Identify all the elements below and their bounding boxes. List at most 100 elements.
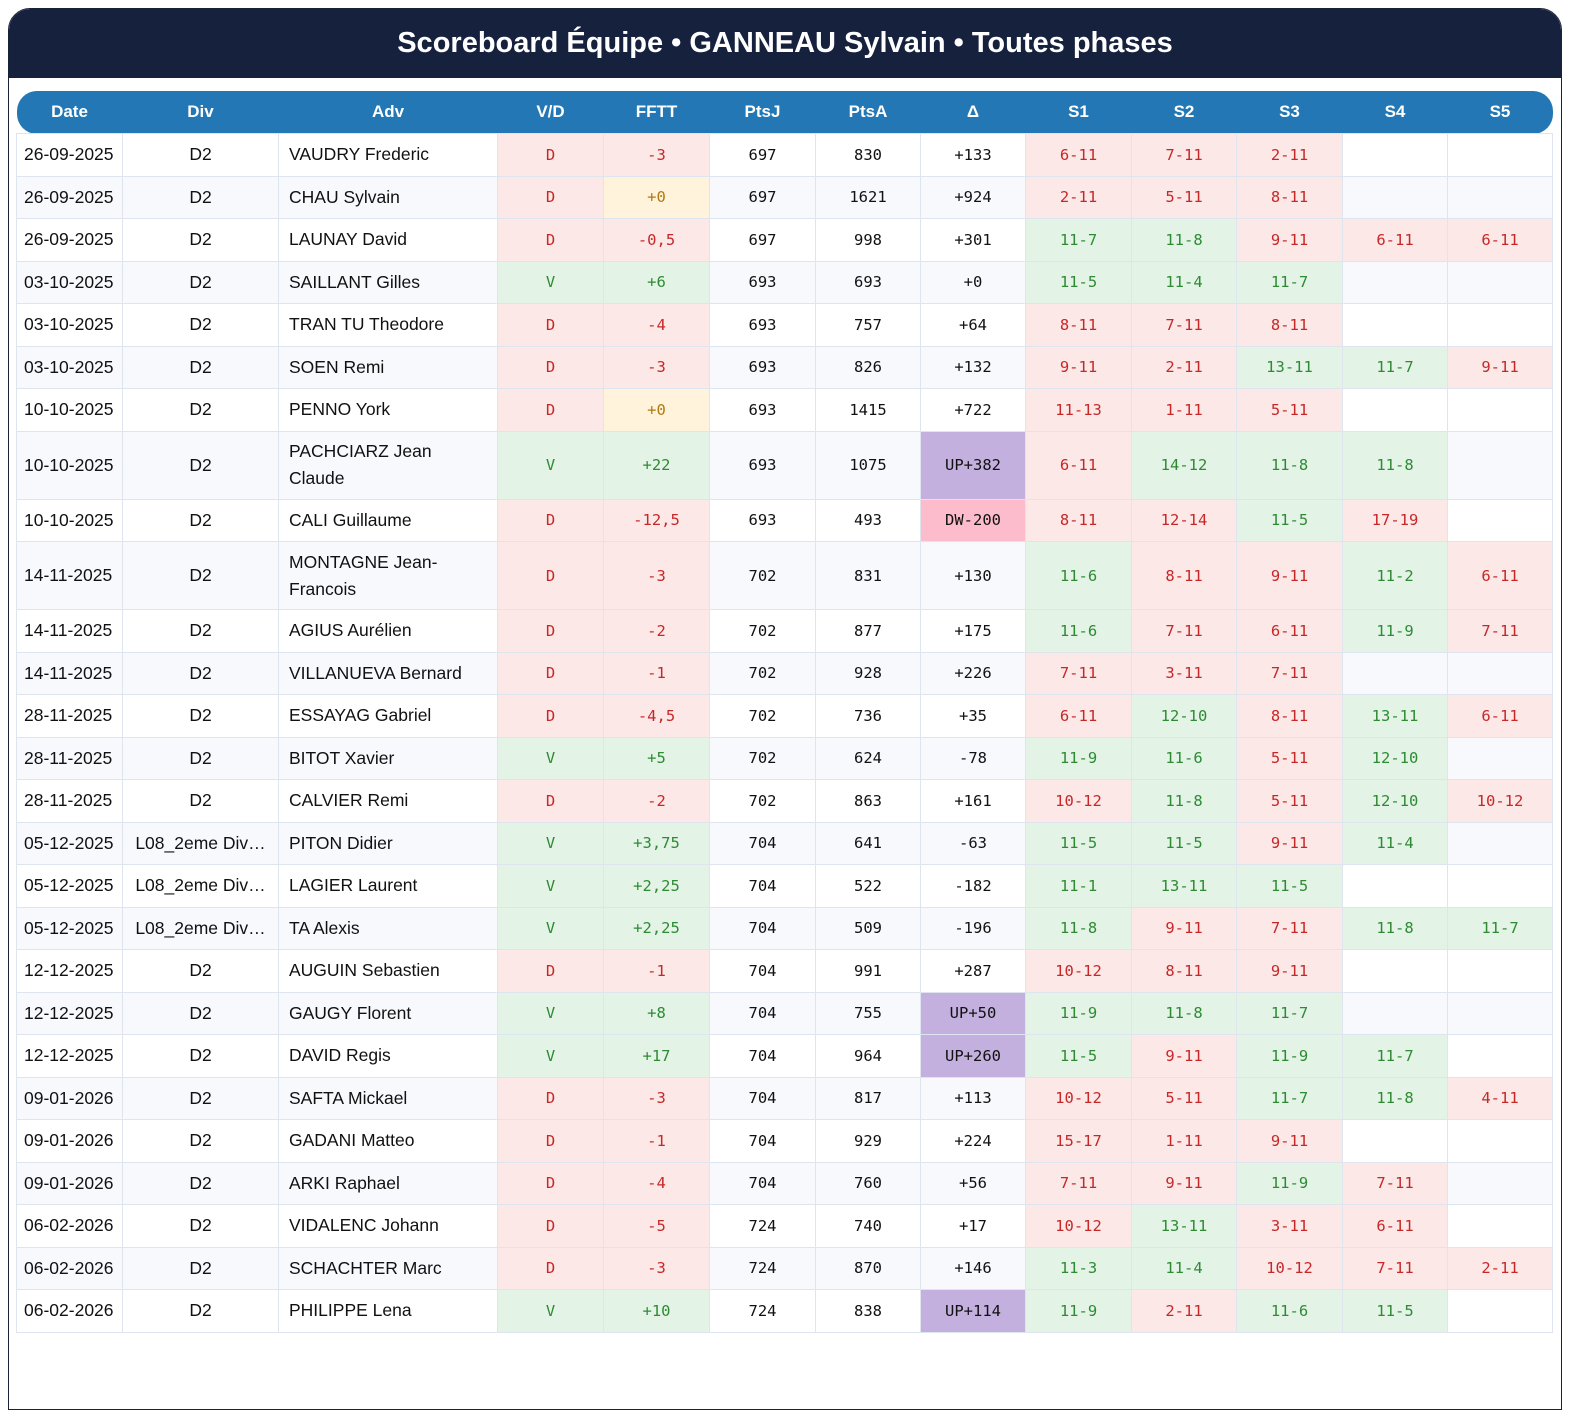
table-row[interactable]: 12-12-2025 D2 DAVID Regis V +17 704 964 UP+260 1… [16, 1034, 1553, 1078]
opponent-cell: BITOT Xavier [278, 736, 498, 780]
table-row[interactable]: 26-09-2025 D2 CHAU Sylvain D +0 697 1621 +924 2-… [16, 175, 1553, 219]
table-row[interactable]: 03-10-2025 D2 SOEN Remi D -3 693 826 +132 9-11 2-… [16, 345, 1553, 389]
column-header-10[interactable]: S3 [1236, 91, 1343, 134]
delta-cell: +224 [920, 1119, 1026, 1163]
set-4-cell: 11-7 [1342, 1034, 1448, 1078]
set-2-cell: 2-11 [1131, 1289, 1237, 1333]
set-3-cell: 6-11 [1236, 609, 1343, 653]
table-row[interactable]: 14-11-2025 D2 MONTAGNE Jean-Francois D -3 702… [16, 541, 1553, 610]
table-row[interactable]: 09-01-2026 D2 SAFTA Mickael D -3 704 817 +113 10… [16, 1076, 1553, 1120]
set-5-cell [1447, 498, 1553, 542]
column-header-2[interactable]: Adv [278, 91, 498, 134]
table-row[interactable]: 28-11-2025 D2 BITOT Xavier V +5 702 624 -78 11-9… [16, 736, 1553, 780]
table-row[interactable]: 10-10-2025 D2 PENNO York D +0 693 1415 +722 11-1… [16, 388, 1553, 432]
division-cell: D2 [122, 949, 279, 993]
opponent-cell: VIDALENC Johann [278, 1204, 498, 1248]
set-5-cell [1447, 1034, 1553, 1078]
division-cell: D2 [122, 133, 279, 177]
division-cell: D2 [122, 779, 279, 823]
set-2-cell: 9-11 [1131, 1034, 1237, 1078]
set-2-cell: 3-11 [1131, 651, 1237, 695]
delta-cell: +132 [920, 345, 1026, 389]
set-1-cell: 11-5 [1025, 821, 1132, 865]
set-5-cell [1447, 949, 1553, 993]
delta-cell: +287 [920, 949, 1026, 993]
table-row[interactable]: 26-09-2025 D2 LAUNAY David D -0,5 697 998 +301 1… [16, 218, 1553, 262]
table-row[interactable]: 14-11-2025 D2 VILLANUEVA Bernard D -1 702 928 +… [16, 651, 1553, 695]
date-cell: 06-02-2026 [16, 1246, 123, 1290]
opponent-points-cell: 509 [815, 906, 921, 950]
date-cell: 14-11-2025 [16, 541, 123, 610]
result-cell: D [497, 303, 604, 347]
column-header-7[interactable]: Δ [920, 91, 1026, 134]
opponent-points-cell: 1621 [815, 175, 921, 219]
column-header-1[interactable]: Div [122, 91, 279, 134]
opponent-cell: GAUGY Florent [278, 991, 498, 1035]
fftt-points-cell: -1 [603, 651, 710, 695]
table-row[interactable]: 05-12-2025 L08_2eme Div… TA Alexis V +2,25 70… [16, 906, 1553, 950]
set-5-cell: 6-11 [1447, 218, 1553, 262]
set-1-cell: 11-6 [1025, 609, 1132, 653]
scoreboard-table: Date Div Adv V/D FFTT PtsJ PtsA Δ S1 S2 S3 S4 S5 26-… [16, 91, 1553, 1333]
table-row[interactable]: 05-12-2025 L08_2eme Div… PITON Didier V +3,7… [16, 821, 1553, 865]
set-1-cell: 6-11 [1025, 694, 1132, 738]
set-4-cell: 11-8 [1342, 430, 1448, 500]
table-row[interactable]: 12-12-2025 D2 AUGUIN Sebastien D -1 704 991 +28… [16, 949, 1553, 993]
set-4-cell [1342, 175, 1448, 219]
column-header-3[interactable]: V/D [497, 91, 604, 134]
table-row[interactable]: 09-01-2026 D2 ARKI Raphael D -4 704 760 +56 7-11… [16, 1161, 1553, 1205]
set-4-cell: 6-11 [1342, 218, 1448, 262]
division-cell: D2 [122, 1289, 279, 1333]
table-row[interactable]: 03-10-2025 D2 TRAN TU Theodore D -4 693 757 +64… [16, 303, 1553, 347]
date-cell: 26-09-2025 [16, 218, 123, 262]
set-4-cell [1342, 388, 1448, 432]
opponent-cell: SAFTA Mickael [278, 1076, 498, 1120]
column-header-8[interactable]: S1 [1025, 91, 1132, 134]
column-header-6[interactable]: PtsA [815, 91, 921, 134]
column-header-4[interactable]: FFTT [603, 91, 710, 134]
set-3-cell: 9-11 [1236, 1119, 1343, 1163]
result-cell: D [497, 175, 604, 219]
table-row[interactable]: 10-10-2025 D2 PACHCIARZ Jean Claude V +22 693… [16, 430, 1553, 500]
delta-cell: +161 [920, 779, 1026, 823]
division-cell: D2 [122, 303, 279, 347]
table-row[interactable]: 28-11-2025 D2 CALVIER Remi D -2 702 863 +161 10-… [16, 779, 1553, 823]
set-3-cell: 5-11 [1236, 779, 1343, 823]
table-row[interactable]: 10-10-2025 D2 CALI Guillaume D -12,5 693 493 DW… [16, 498, 1553, 542]
result-cell: V [497, 991, 604, 1035]
table-row[interactable]: 14-11-2025 D2 AGIUS Aurélien D -2 702 877 +175 1… [16, 609, 1553, 653]
set-4-cell: 11-7 [1342, 345, 1448, 389]
delta-cell: -196 [920, 906, 1026, 950]
column-header-0[interactable]: Date [16, 91, 123, 134]
table-row[interactable]: 06-02-2026 D2 VIDALENC Johann D -5 724 740 +17 1… [16, 1204, 1553, 1248]
column-header-5[interactable]: PtsJ [709, 91, 816, 134]
table-row[interactable]: 06-02-2026 D2 PHILIPPE Lena V +10 724 838 UP+11… [16, 1289, 1553, 1333]
column-header-11[interactable]: S4 [1342, 91, 1448, 134]
table-row[interactable]: 03-10-2025 D2 SAILLANT Gilles V +6 693 693 +0 11… [16, 260, 1553, 304]
set-4-cell: 11-8 [1342, 1076, 1448, 1120]
date-cell: 06-02-2026 [16, 1204, 123, 1248]
player-points-cell: 697 [709, 218, 816, 262]
table-row[interactable]: 12-12-2025 D2 GAUGY Florent V +8 704 755 UP+50 1… [16, 991, 1553, 1035]
set-2-cell: 5-11 [1131, 175, 1237, 219]
player-points-cell: 724 [709, 1289, 816, 1333]
set-4-cell: 11-4 [1342, 821, 1448, 865]
date-cell: 26-09-2025 [16, 175, 123, 219]
opponent-points-cell: 929 [815, 1119, 921, 1163]
column-header-9[interactable]: S2 [1131, 91, 1237, 134]
table-row[interactable]: 28-11-2025 D2 ESSAYAG Gabriel D -4,5 702 736 +3… [16, 694, 1553, 738]
result-cell: D [497, 779, 604, 823]
set-4-cell: 6-11 [1342, 1204, 1448, 1248]
table-row[interactable]: 09-01-2026 D2 GADANI Matteo D -1 704 929 +224 15… [16, 1119, 1553, 1163]
column-header-12[interactable]: S5 [1447, 91, 1553, 134]
table-row[interactable]: 06-02-2026 D2 SCHACHTER Marc D -3 724 870 +146 1… [16, 1246, 1553, 1290]
opponent-points-cell: 991 [815, 949, 921, 993]
set-5-cell [1447, 260, 1553, 304]
date-cell: 10-10-2025 [16, 430, 123, 500]
set-2-cell: 12-14 [1131, 498, 1237, 542]
set-3-cell: 13-11 [1236, 345, 1343, 389]
table-row[interactable]: 05-12-2025 L08_2eme Div… LAGIER Laurent V +2… [16, 864, 1553, 908]
division-cell: D2 [122, 991, 279, 1035]
scoreboard-table-container[interactable]: Date Div Adv V/D FFTT PtsJ PtsA Δ S1 S2 S3 S4 S5 26-… [16, 91, 1553, 1333]
table-row[interactable]: 26-09-2025 D2 VAUDRY Frederic D -3 697 830 +133… [16, 133, 1553, 177]
